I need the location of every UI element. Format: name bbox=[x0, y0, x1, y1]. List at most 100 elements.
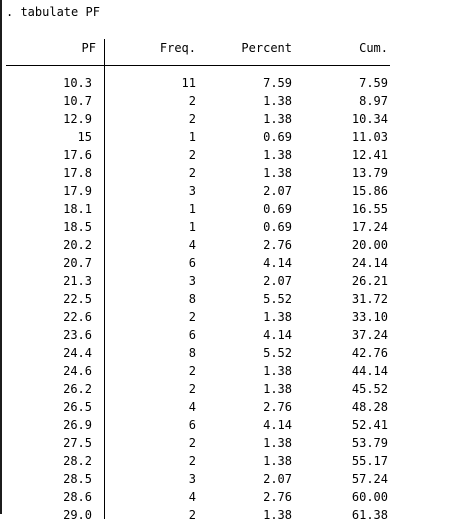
cum-cell: 61.38 bbox=[351, 508, 388, 522]
table-row: 24.4 8 5.52 42.76 bbox=[0, 346, 456, 364]
table-row: 26.2 2 1.38 45.52 bbox=[0, 382, 456, 400]
header-pf: PF bbox=[81, 41, 96, 55]
percent-cell: 1.38 bbox=[263, 310, 292, 324]
header-cum: Cum. bbox=[359, 41, 388, 55]
cum-cell: 55.17 bbox=[351, 454, 388, 468]
table-row: 28.6 4 2.76 60.00 bbox=[0, 490, 456, 508]
freq-cell: 1 bbox=[188, 130, 196, 144]
percent-cell: 1.38 bbox=[263, 94, 292, 108]
percent-cell: 2.07 bbox=[263, 184, 292, 198]
pf-cell: 10.3 bbox=[63, 76, 92, 90]
freq-cell: 2 bbox=[188, 454, 196, 468]
pf-cell: 15 bbox=[77, 130, 92, 144]
pf-cell: 17.8 bbox=[63, 166, 92, 180]
table-row: 17.6 2 1.38 12.41 bbox=[0, 148, 456, 166]
cum-cell: 12.41 bbox=[351, 148, 388, 162]
freq-cell: 6 bbox=[188, 328, 196, 342]
freq-cell: 8 bbox=[188, 292, 196, 306]
freq-cell: 8 bbox=[188, 346, 196, 360]
freq-cell: 11 bbox=[181, 76, 196, 90]
table-row: 21.3 3 2.07 26.21 bbox=[0, 274, 456, 292]
table-row: 22.6 2 1.38 33.10 bbox=[0, 310, 456, 328]
cum-cell: 45.52 bbox=[351, 382, 388, 396]
freq-cell: 3 bbox=[188, 184, 196, 198]
percent-cell: 1.38 bbox=[263, 382, 292, 396]
freq-cell: 2 bbox=[188, 436, 196, 450]
pf-cell: 12.9 bbox=[63, 112, 92, 126]
freq-cell: 6 bbox=[188, 418, 196, 432]
percent-cell: 2.07 bbox=[263, 274, 292, 288]
cum-cell: 42.76 bbox=[351, 346, 388, 360]
pf-cell: 26.2 bbox=[63, 382, 92, 396]
percent-cell: 1.38 bbox=[263, 454, 292, 468]
freq-cell: 2 bbox=[188, 382, 196, 396]
percent-cell: 0.69 bbox=[263, 202, 292, 216]
table-row: 24.6 2 1.38 44.14 bbox=[0, 364, 456, 382]
table-row: 26.5 4 2.76 48.28 bbox=[0, 400, 456, 418]
cum-cell: 37.24 bbox=[351, 328, 388, 342]
table-row: 17.9 3 2.07 15.86 bbox=[0, 184, 456, 202]
pf-cell: 18.5 bbox=[63, 220, 92, 234]
cum-cell: 44.14 bbox=[351, 364, 388, 378]
header-percent: Percent bbox=[241, 41, 292, 55]
table-row: 27.5 2 1.38 53.79 bbox=[0, 436, 456, 454]
pf-cell: 24.6 bbox=[63, 364, 92, 378]
percent-cell: 0.69 bbox=[263, 220, 292, 234]
pf-cell: 10.7 bbox=[63, 94, 92, 108]
cum-cell: 31.72 bbox=[351, 292, 388, 306]
freq-cell: 4 bbox=[188, 490, 196, 504]
table-body: 10.3 11 7.59 7.59 10.7 2 1.38 8.97 12.9 2 1.38 10.3… bbox=[0, 76, 456, 526]
cum-cell: 52.41 bbox=[351, 418, 388, 432]
table-row: 20.2 4 2.76 20.00 bbox=[0, 238, 456, 256]
table-vertical-divider bbox=[104, 39, 105, 519]
cum-cell: 15.86 bbox=[351, 184, 388, 198]
cum-cell: 10.34 bbox=[351, 112, 388, 126]
freq-cell: 2 bbox=[188, 148, 196, 162]
table-row: 18.5 1 0.69 17.24 bbox=[0, 220, 456, 238]
table-row: 20.7 6 4.14 24.14 bbox=[0, 256, 456, 274]
percent-cell: 2.76 bbox=[263, 238, 292, 252]
pf-cell: 28.6 bbox=[63, 490, 92, 504]
percent-cell: 1.38 bbox=[263, 436, 292, 450]
freq-cell: 2 bbox=[188, 94, 196, 108]
percent-cell: 5.52 bbox=[263, 346, 292, 360]
percent-cell: 2.76 bbox=[263, 400, 292, 414]
pf-cell: 17.9 bbox=[63, 184, 92, 198]
cum-cell: 33.10 bbox=[351, 310, 388, 324]
pf-cell: 28.2 bbox=[63, 454, 92, 468]
window-left-border bbox=[0, 0, 2, 514]
pf-cell: 29.0 bbox=[63, 508, 92, 522]
table-row: 18.1 1 0.69 16.55 bbox=[0, 202, 456, 220]
percent-cell: 2.76 bbox=[263, 490, 292, 504]
pf-cell: 23.6 bbox=[63, 328, 92, 342]
percent-cell: 2.07 bbox=[263, 472, 292, 486]
cum-cell: 57.24 bbox=[351, 472, 388, 486]
percent-cell: 1.38 bbox=[263, 148, 292, 162]
cum-cell: 16.55 bbox=[351, 202, 388, 216]
cum-cell: 17.24 bbox=[351, 220, 388, 234]
cum-cell: 26.21 bbox=[351, 274, 388, 288]
freq-cell: 2 bbox=[188, 310, 196, 324]
table-row: 17.8 2 1.38 13.79 bbox=[0, 166, 456, 184]
percent-cell: 1.38 bbox=[263, 508, 292, 522]
pf-cell: 17.6 bbox=[63, 148, 92, 162]
pf-cell: 20.7 bbox=[63, 256, 92, 270]
freq-cell: 2 bbox=[188, 364, 196, 378]
table-row: 23.6 6 4.14 37.24 bbox=[0, 328, 456, 346]
percent-cell: 1.38 bbox=[263, 112, 292, 126]
freq-cell: 2 bbox=[188, 112, 196, 126]
cum-cell: 7.59 bbox=[359, 76, 388, 90]
percent-cell: 4.14 bbox=[263, 256, 292, 270]
table-row: 29.0 2 1.38 61.38 bbox=[0, 508, 456, 526]
percent-cell: 0.69 bbox=[263, 130, 292, 144]
percent-cell: 1.38 bbox=[263, 166, 292, 180]
freq-cell: 4 bbox=[188, 400, 196, 414]
cum-cell: 8.97 bbox=[359, 94, 388, 108]
pf-cell: 20.2 bbox=[63, 238, 92, 252]
freq-cell: 6 bbox=[188, 256, 196, 270]
table-row: 12.9 2 1.38 10.34 bbox=[0, 112, 456, 130]
table-row: 26.9 6 4.14 52.41 bbox=[0, 418, 456, 436]
percent-cell: 7.59 bbox=[263, 76, 292, 90]
command-line: . tabulate PF bbox=[6, 5, 100, 19]
pf-cell: 18.1 bbox=[63, 202, 92, 216]
